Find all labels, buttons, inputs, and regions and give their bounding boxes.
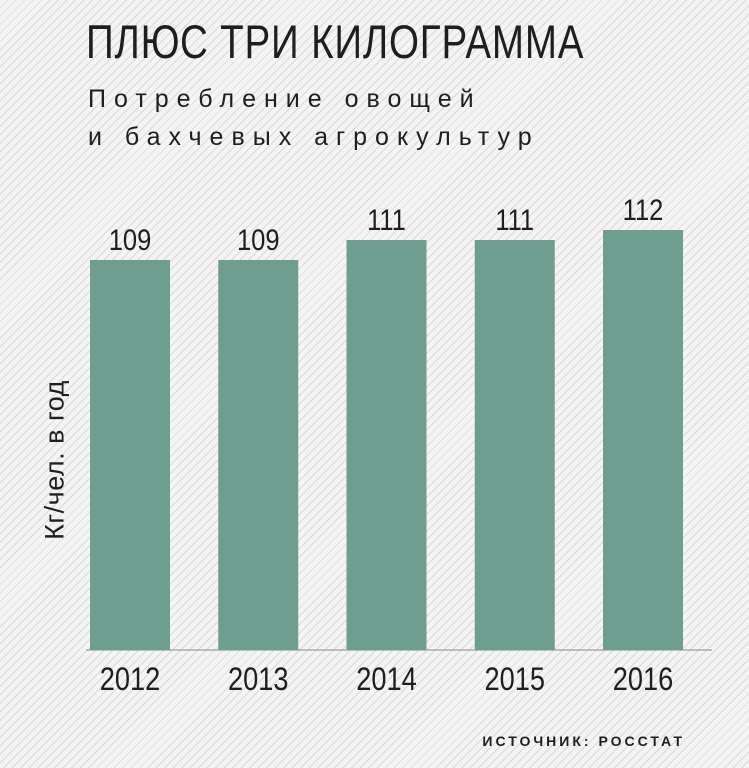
value-label-2016: 112 bbox=[623, 193, 664, 226]
chart-title: ПЛЮС ТРИ КИЛОГРАММА bbox=[86, 15, 585, 68]
x-tick-2014: 2014 bbox=[356, 662, 416, 698]
subtitle-line-1: Потребление овощей bbox=[88, 85, 482, 113]
x-tick-2016: 2016 bbox=[613, 662, 673, 698]
value-label-2015: 111 bbox=[495, 203, 534, 236]
bar-2016 bbox=[603, 230, 683, 650]
x-tick-2012: 2012 bbox=[100, 662, 160, 698]
x-tick-2013: 2013 bbox=[228, 662, 288, 698]
bar-2014 bbox=[346, 240, 427, 650]
bar-2015 bbox=[474, 240, 555, 650]
x-tick-labels-group: 2012 2013 2014 2015 2016 bbox=[100, 662, 673, 698]
value-label-2014: 111 bbox=[367, 203, 406, 236]
x-tick-2015: 2015 bbox=[485, 662, 545, 698]
subtitle-line-2: и бахчевых агрокультур bbox=[88, 123, 540, 151]
value-label-2013: 109 bbox=[237, 223, 280, 256]
bar-2012 bbox=[90, 260, 170, 650]
source-note: ИСТОЧНИК: РОССТАТ bbox=[482, 733, 685, 749]
value-label-2012: 109 bbox=[109, 223, 152, 256]
bars-group bbox=[90, 230, 683, 650]
bar-2013 bbox=[218, 260, 299, 650]
chart-subtitle: Потребление овощей и бахчевых агрокульту… bbox=[88, 80, 540, 156]
value-labels-group: 109 109 111 111 112 bbox=[109, 193, 664, 256]
